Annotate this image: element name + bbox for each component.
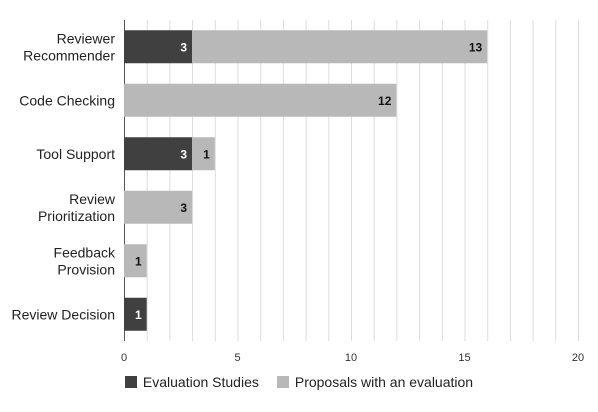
category-label-line: Reviewer	[57, 30, 116, 46]
bar-proposals	[124, 190, 193, 224]
category-label-line: Prioritization	[38, 208, 115, 224]
x-tick-label: 20	[572, 352, 584, 364]
bar-proposals	[124, 244, 147, 278]
legend-item-evaluation-studies: Evaluation Studies	[124, 374, 259, 390]
legend-label-evaluation-studies: Evaluation Studies	[142, 374, 259, 390]
bar-evaluation-studies	[124, 137, 193, 171]
bar-value-label: 1	[135, 254, 142, 268]
bar-value-label: 3	[180, 40, 187, 54]
category-label: Reviewer Recommender	[23, 30, 115, 63]
category-label: Tool Support	[36, 146, 115, 162]
category-label-line: Review Decision	[12, 306, 115, 322]
legend: Evaluation Studies Proposals with an eva…	[0, 374, 598, 390]
bar-value-label: 3	[180, 147, 187, 161]
legend-swatch-proposals	[276, 376, 289, 388]
category-label: Review Prioritization	[38, 191, 116, 224]
category-label-line: Code Checking	[19, 92, 115, 108]
category-label-line: Review	[69, 191, 116, 207]
bar-value-label: 1	[135, 308, 142, 322]
bar-value-label: 12	[378, 94, 392, 108]
category-label: Feedback Provision	[54, 244, 116, 277]
bar-value-label: 3	[180, 201, 187, 215]
category-label-line: Provision	[57, 261, 115, 277]
x-tick-label: 5	[234, 352, 240, 364]
bar-proposals	[192, 30, 488, 64]
category-label: Code Checking	[19, 92, 115, 108]
bar-value-label: 1	[203, 147, 210, 161]
category-label-line: Tool Support	[36, 146, 115, 162]
bar-evaluation-studies	[124, 30, 193, 64]
legend-label-proposals: Proposals with an evaluation	[294, 374, 474, 390]
bar-evaluation-studies	[124, 297, 147, 331]
bar-proposals	[192, 137, 215, 171]
x-tick-label: 15	[458, 352, 470, 364]
bar-proposals	[124, 83, 397, 117]
x-tick-label: 10	[345, 352, 357, 364]
legend-swatch-evaluation-studies	[124, 376, 137, 388]
category-label-line: Recommender	[23, 47, 115, 63]
bar-value-label: 13	[469, 40, 483, 54]
category-label: Review Decision	[12, 306, 115, 322]
category-label-line: Feedback	[54, 244, 116, 260]
x-tick-label: 0	[121, 352, 127, 364]
legend-item-proposals: Proposals with an evaluation	[276, 374, 474, 390]
